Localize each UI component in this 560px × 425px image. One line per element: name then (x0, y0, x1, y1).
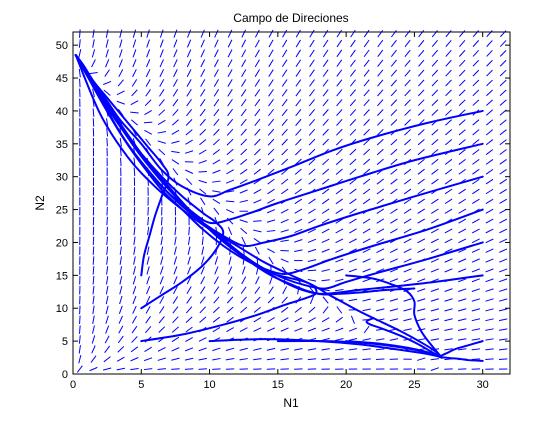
direction-segment (93, 266, 94, 274)
direction-segment (199, 171, 207, 172)
y-tick-label: 25 (56, 205, 68, 217)
y-tick-label: 30 (56, 172, 68, 184)
y-tick-label: 45 (56, 73, 68, 85)
direction-segment (308, 270, 316, 271)
y-tick-label: 20 (56, 237, 68, 249)
chart-title: Campo de Direciones (233, 11, 348, 25)
direction-segment (93, 256, 94, 264)
y-tick-label: 10 (56, 303, 68, 315)
direction-segment (107, 217, 108, 225)
y-tick-label: 5 (62, 336, 68, 348)
direction-segment (376, 359, 384, 360)
direction-segment (253, 221, 261, 222)
x-tick-label: 25 (408, 379, 420, 391)
direction-segment (134, 168, 135, 176)
x-tick-label: 5 (138, 379, 144, 391)
direction-segment (485, 359, 493, 360)
direction-segment (171, 369, 179, 370)
direction-segment (226, 201, 234, 202)
direction-segment (349, 359, 357, 360)
x-tick-label: 10 (203, 379, 215, 391)
direction-segment (80, 29, 81, 37)
direction-segment (199, 369, 207, 370)
x-tick-label: 0 (70, 379, 76, 391)
y-tick-label: 0 (62, 369, 68, 381)
y-tick-label: 40 (56, 106, 68, 118)
x-tick-label: 15 (272, 379, 284, 391)
y-tick-label: 50 (56, 40, 68, 52)
x-axis-label: N1 (283, 396, 299, 410)
direction-segment (161, 217, 162, 225)
direction-segment (134, 207, 135, 215)
direction-segment (80, 79, 81, 87)
direction-segment (362, 359, 370, 360)
direction-segment (121, 207, 122, 215)
direction-segment (107, 138, 108, 146)
y-tick-label: 15 (56, 270, 68, 282)
direction-segment (80, 316, 81, 324)
x-tick-label: 30 (477, 379, 489, 391)
direction-segment (189, 227, 190, 235)
direction-segment (499, 359, 507, 360)
direction-segment (148, 207, 149, 215)
y-tick-label: 35 (56, 139, 68, 151)
direction-segment (107, 227, 108, 235)
direction-segment (120, 217, 121, 225)
x-tick-label: 20 (340, 379, 352, 391)
plot-area (73, 32, 510, 374)
direction-segment (93, 108, 94, 116)
direction-segment (185, 369, 193, 370)
direction-segment (80, 325, 81, 333)
y-axis-label: N2 (33, 195, 47, 211)
direction-segment (93, 246, 94, 254)
direction-segment (144, 122, 152, 123)
direction-segment (212, 369, 220, 370)
